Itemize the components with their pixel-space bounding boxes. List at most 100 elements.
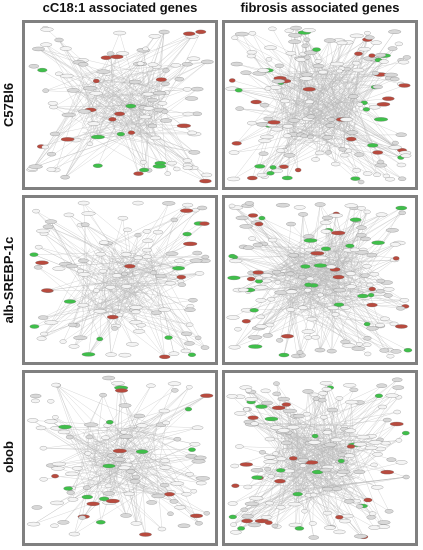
edge [43, 292, 95, 318]
node [352, 67, 365, 73]
node [265, 500, 274, 506]
node [380, 470, 395, 475]
edge [344, 107, 382, 120]
edge [43, 433, 158, 449]
edge [150, 313, 165, 357]
node [257, 68, 270, 73]
edge [319, 109, 351, 154]
edge [317, 77, 320, 153]
node [246, 53, 256, 59]
edge [291, 284, 370, 294]
edge [302, 37, 370, 86]
node [321, 387, 332, 392]
node [285, 289, 298, 294]
edge [269, 438, 291, 469]
node [368, 286, 376, 292]
node [32, 46, 45, 52]
edge [101, 33, 190, 77]
edge [281, 222, 326, 265]
node [333, 287, 346, 293]
edge [38, 247, 103, 265]
node [239, 224, 253, 229]
node [248, 522, 261, 528]
node [356, 102, 364, 107]
node [164, 281, 176, 286]
edge [43, 233, 129, 295]
node [376, 383, 388, 388]
edge [284, 107, 288, 136]
node [93, 288, 100, 293]
node [110, 54, 124, 59]
edge [148, 395, 207, 437]
edge [53, 104, 153, 108]
node [271, 79, 286, 84]
edge [73, 266, 110, 347]
edge [100, 465, 130, 494]
node [285, 51, 297, 56]
node [118, 352, 132, 358]
edge [262, 112, 341, 176]
node [44, 219, 57, 224]
edge [151, 31, 165, 121]
edge [351, 275, 366, 292]
edge [143, 262, 190, 344]
edge [97, 103, 110, 138]
node [142, 238, 154, 243]
node [372, 150, 384, 155]
edge [80, 456, 203, 479]
edge [294, 118, 331, 126]
node [30, 393, 42, 399]
node [150, 310, 162, 315]
edge [295, 27, 327, 92]
edge [114, 259, 158, 329]
node [194, 455, 207, 460]
edge [158, 31, 201, 114]
edge [308, 385, 382, 451]
node [244, 397, 259, 402]
node [87, 121, 101, 126]
node [357, 293, 369, 299]
edge [331, 74, 378, 153]
node [248, 335, 263, 340]
node [309, 492, 318, 498]
edge [116, 275, 144, 305]
edge [234, 122, 327, 153]
node [286, 307, 296, 312]
node [229, 258, 243, 264]
node [78, 62, 89, 67]
node [398, 60, 410, 65]
node [67, 497, 79, 502]
edge [304, 488, 310, 512]
node [353, 442, 367, 447]
node [187, 130, 197, 136]
node [113, 30, 127, 36]
edge [326, 119, 347, 138]
edge [290, 116, 378, 175]
edge [136, 428, 157, 524]
node [349, 217, 362, 222]
node [320, 415, 328, 420]
node [194, 335, 202, 341]
edge [257, 244, 293, 288]
edge [81, 247, 135, 311]
edge [51, 133, 91, 170]
edge [235, 260, 338, 299]
node [371, 485, 384, 490]
edge [38, 247, 160, 308]
edge [294, 416, 320, 432]
node [382, 417, 392, 423]
node [311, 157, 320, 162]
node [47, 101, 58, 106]
edge [122, 478, 159, 497]
edge [243, 270, 307, 291]
node [102, 463, 116, 469]
node [230, 530, 242, 535]
node [98, 268, 107, 274]
edge [46, 29, 148, 118]
edge [91, 434, 127, 516]
node [68, 344, 80, 349]
edge [266, 437, 350, 518]
edge [277, 269, 340, 283]
edge [251, 99, 304, 124]
node [139, 114, 152, 120]
